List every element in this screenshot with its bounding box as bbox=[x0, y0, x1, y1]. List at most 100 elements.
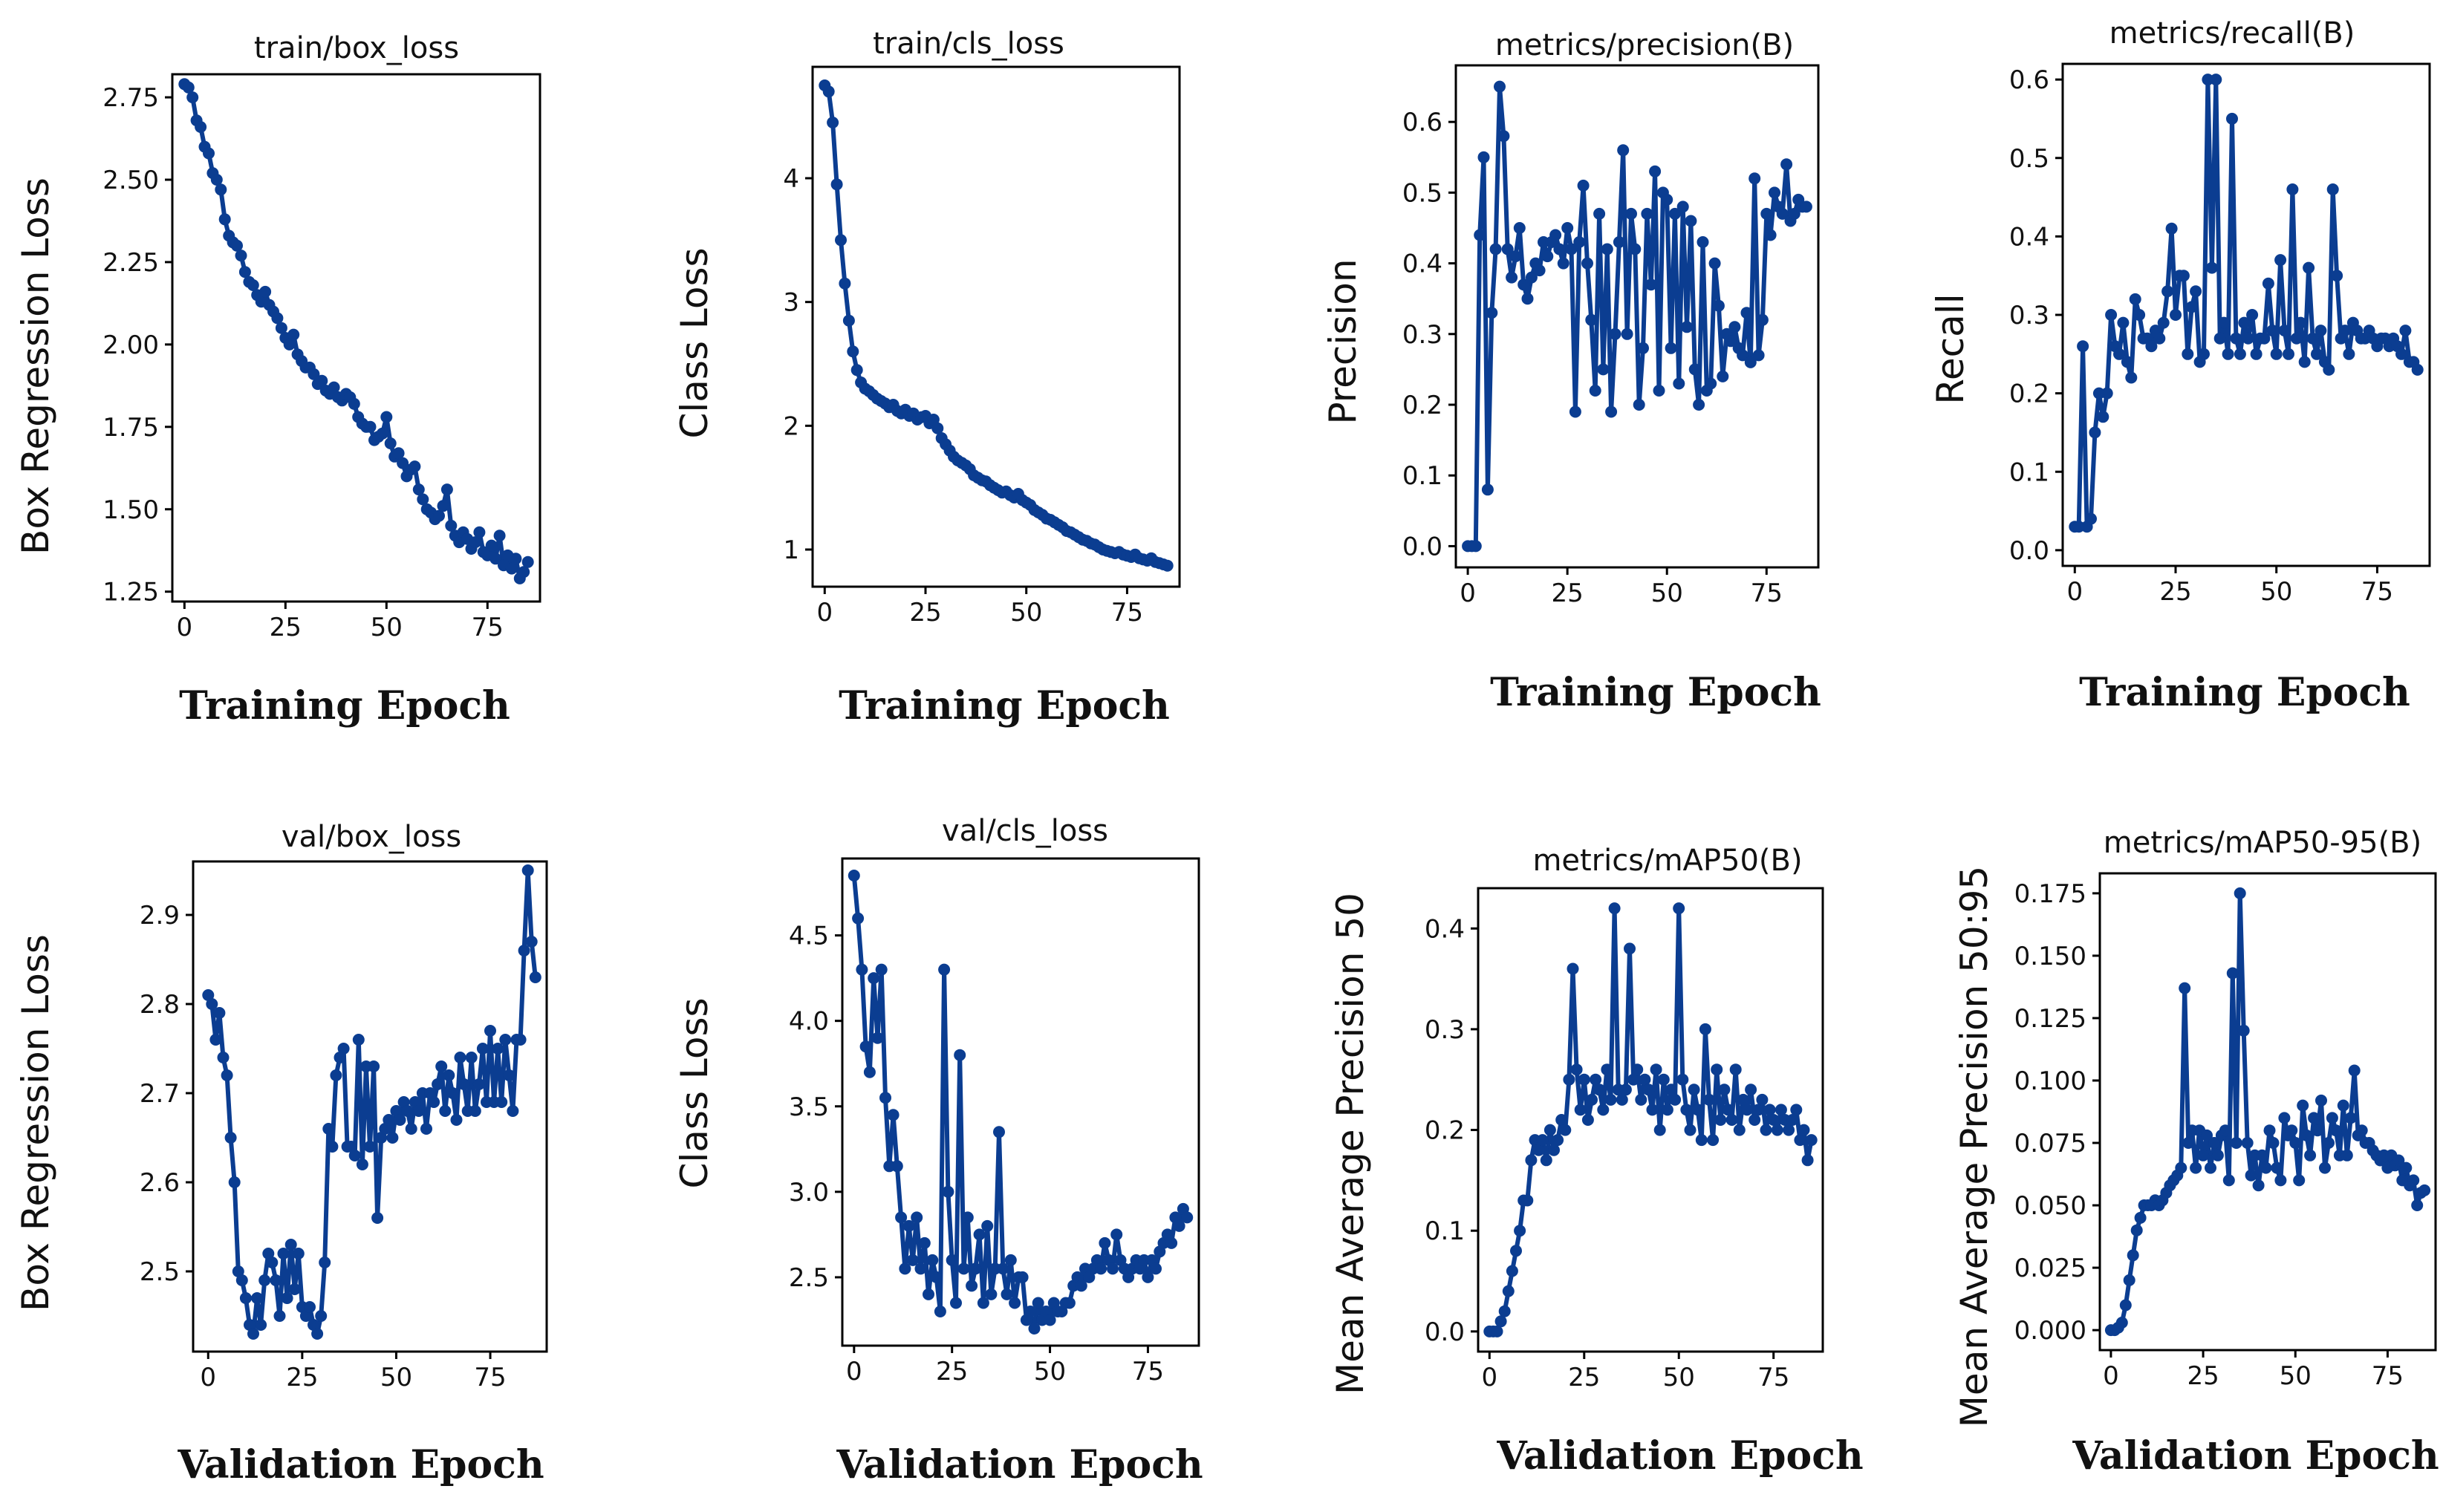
x-axis-label: Training Epoch bbox=[1490, 670, 1821, 715]
data-point bbox=[2077, 340, 2089, 353]
y-tick-label: 0.4 bbox=[1425, 914, 1465, 944]
plot-area: 0 25 50 75 0.000 0.025 0.050 0.075 0.100 0.125 0.1… bbox=[2014, 872, 2437, 1391]
x-tick-label: 50 bbox=[1010, 598, 1042, 628]
panel-val-cls-loss: val/cls_loss Class Loss Validation Epoch… bbox=[609, 750, 1218, 1512]
plot-area: 0 25 50 75 0.0 0.1 0.2 0.3 0.4 0.5 0.6 bbox=[1402, 64, 1820, 608]
data-point bbox=[1486, 307, 1498, 319]
data-point bbox=[1741, 1104, 1753, 1116]
data-point bbox=[2326, 1112, 2338, 1124]
data-point bbox=[1616, 1093, 1628, 1106]
data-point bbox=[1474, 229, 1486, 241]
data-point bbox=[1553, 243, 1566, 255]
data-point bbox=[1621, 328, 1633, 340]
data-point bbox=[2161, 285, 2174, 298]
data-point bbox=[2226, 112, 2238, 125]
chart-svg: 0 25 50 75 1 2 3 4 bbox=[783, 65, 1181, 628]
data-point bbox=[454, 1052, 466, 1063]
data-point bbox=[2234, 887, 2246, 899]
data-point bbox=[2395, 348, 2407, 360]
data-point bbox=[195, 121, 207, 133]
data-point bbox=[255, 1319, 267, 1331]
data-point bbox=[1661, 1104, 1673, 1116]
x-axis-label: Validation Epoch bbox=[1497, 1433, 1864, 1479]
data-point bbox=[1790, 1104, 1803, 1116]
y-tick-label: 2.5 bbox=[140, 1257, 180, 1287]
data-point bbox=[1805, 1134, 1818, 1147]
data-point bbox=[221, 1069, 233, 1081]
y-tick-label: 3.5 bbox=[789, 1092, 829, 1122]
data-point bbox=[386, 1132, 399, 1144]
data-point bbox=[1665, 1084, 1677, 1096]
data-point bbox=[2222, 1174, 2235, 1187]
data-point bbox=[1725, 1114, 1738, 1126]
data-point bbox=[1569, 405, 1581, 418]
data-point bbox=[2197, 1149, 2210, 1161]
data-point bbox=[409, 460, 421, 473]
y-tick-label: 3 bbox=[783, 288, 799, 318]
x-tick-label: 75 bbox=[1757, 1363, 1789, 1392]
data-point bbox=[879, 1092, 891, 1104]
data-point bbox=[383, 1114, 395, 1126]
data-point bbox=[906, 1254, 919, 1266]
data-point bbox=[492, 1043, 504, 1055]
data-point bbox=[934, 1306, 946, 1317]
data-point bbox=[2266, 325, 2279, 337]
data-point bbox=[2319, 1161, 2331, 1174]
data-point bbox=[822, 85, 835, 98]
data-point bbox=[308, 1319, 319, 1331]
data-point bbox=[259, 285, 272, 298]
data-point bbox=[2348, 1064, 2361, 1077]
y-tick-label: 2.5 bbox=[789, 1263, 829, 1293]
plot-frame bbox=[2098, 872, 2437, 1352]
data-point bbox=[232, 1265, 244, 1277]
data-point bbox=[394, 1114, 406, 1126]
data-point bbox=[1617, 144, 1630, 157]
data-point bbox=[957, 1262, 970, 1275]
data-point bbox=[2329, 1124, 2342, 1137]
data-point bbox=[304, 1301, 316, 1313]
data-point bbox=[2085, 512, 2097, 525]
data-point bbox=[352, 1034, 365, 1046]
y-tick-label: 0.175 bbox=[2014, 879, 2086, 909]
data-point bbox=[218, 213, 231, 226]
data-point bbox=[1737, 349, 1749, 362]
data-point bbox=[495, 1096, 508, 1108]
x-tick-label: 75 bbox=[1132, 1357, 1164, 1386]
x-tick-label: 50 bbox=[2260, 577, 2292, 607]
data-point bbox=[450, 1114, 463, 1126]
data-point bbox=[521, 864, 534, 876]
data-point bbox=[493, 529, 506, 542]
data-point bbox=[1760, 207, 1773, 220]
data-point bbox=[210, 174, 223, 186]
data-point bbox=[2331, 270, 2343, 282]
data-point bbox=[2205, 1161, 2216, 1174]
data-point bbox=[827, 117, 839, 128]
data-point bbox=[931, 422, 944, 434]
data-point bbox=[1697, 236, 1709, 248]
y-tick-label: 0.5 bbox=[1402, 178, 1442, 208]
data-point bbox=[2121, 356, 2133, 368]
x-tick-label: 0 bbox=[816, 598, 833, 628]
data-point bbox=[1561, 222, 1574, 234]
y-tick-label: 0.050 bbox=[2014, 1191, 2086, 1221]
data-point bbox=[2117, 316, 2130, 329]
y-tick-label: 0.1 bbox=[2009, 457, 2049, 487]
data-point bbox=[1764, 229, 1777, 241]
series-line bbox=[206, 868, 538, 1336]
data-point bbox=[308, 368, 320, 380]
data-point bbox=[2170, 309, 2182, 321]
data-point bbox=[1044, 1314, 1056, 1326]
data-point bbox=[1573, 236, 1586, 248]
y-tick-label: 0.4 bbox=[1402, 250, 1442, 279]
x-tick-label: 25 bbox=[1568, 1363, 1600, 1392]
data-point bbox=[2315, 1094, 2327, 1107]
data-point bbox=[848, 870, 860, 882]
data-point bbox=[863, 1066, 876, 1078]
data-point bbox=[895, 1211, 908, 1224]
data-point bbox=[842, 314, 855, 327]
data-point bbox=[993, 1126, 1005, 1138]
data-point bbox=[1165, 1236, 1178, 1249]
y-tick-label: 1.25 bbox=[103, 578, 159, 607]
y-tick-label: 0.6 bbox=[2009, 65, 2049, 95]
data-point bbox=[1009, 1297, 1021, 1309]
